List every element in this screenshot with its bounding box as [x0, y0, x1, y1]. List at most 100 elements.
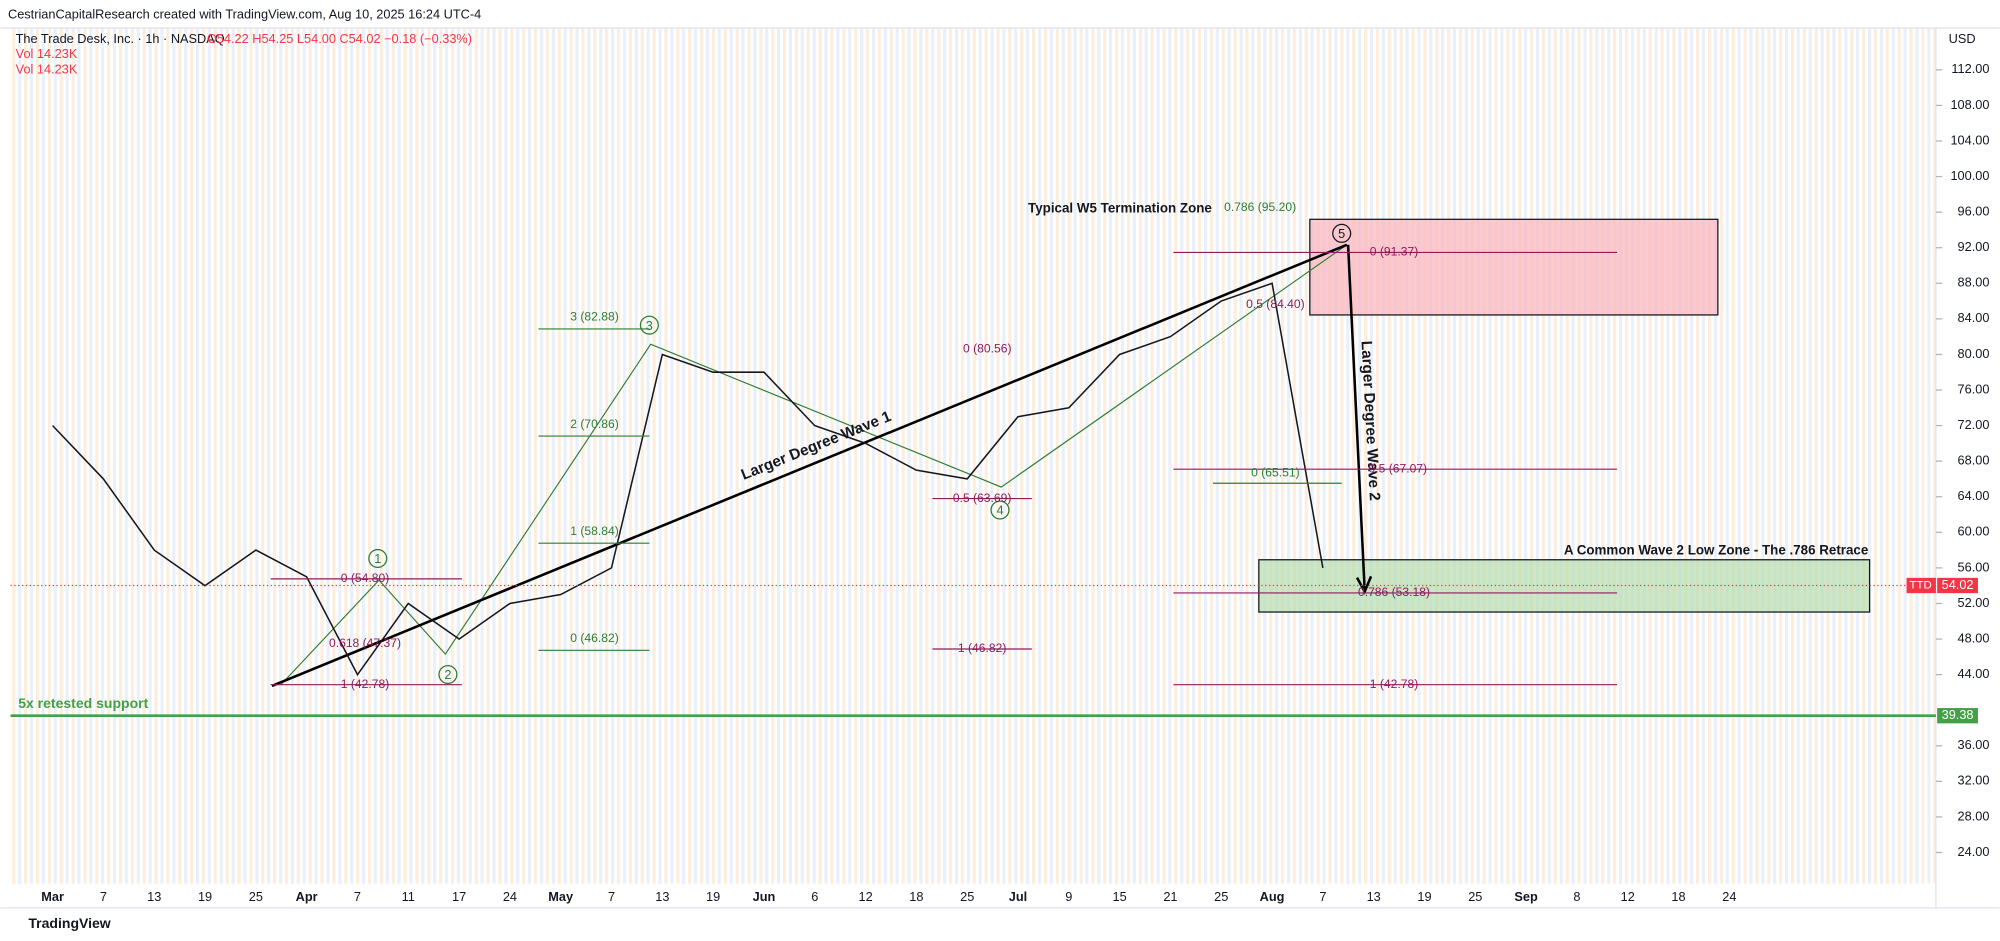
last-price-symbol: TTD	[1909, 580, 1931, 592]
credit: CestrianCapitalResearch created with Tra…	[8, 7, 481, 22]
wave-circle	[990, 500, 1010, 520]
x-tick-label: 19	[198, 889, 212, 904]
fib-label: 0.5 (84.40)	[1246, 297, 1305, 311]
price-line	[52, 282, 1324, 677]
x-tick-label: Jun	[753, 889, 776, 904]
volume: Vol 14.23K	[16, 46, 78, 61]
footer-logo: TradingView	[28, 915, 110, 931]
instrument: The Trade Desk, Inc. · 1h · NASDAQ	[16, 31, 225, 46]
last-price-badge	[1906, 577, 1936, 594]
fib-label: 0 (80.56)	[963, 342, 1011, 356]
wave-circle	[438, 664, 458, 685]
support-value: 39.38	[1942, 707, 1974, 722]
y-tick-label: 88.00	[1958, 275, 1990, 290]
fib-label: 1 (46.82)	[958, 641, 1006, 655]
x-tick-label: 6	[811, 889, 818, 904]
fib-label: 2 (70.86)	[570, 417, 618, 431]
fib-label: 0.786 (53.18)	[1358, 585, 1430, 599]
y-tick-label: 56.00	[1958, 559, 1990, 574]
x-tick-label: 25	[249, 889, 263, 904]
fib-label: 1 (58.84)	[570, 524, 618, 538]
x-tick-label: 15	[1113, 889, 1127, 904]
fib-label: 0 (54.80)	[341, 571, 389, 585]
wave-circle	[368, 548, 388, 569]
y-tick-label: 32.00	[1958, 773, 1990, 788]
wave-circle	[639, 315, 659, 335]
x-tick-label: 24	[503, 889, 517, 904]
x-tick-label: 13	[147, 889, 161, 904]
x-tick-label: May	[548, 889, 574, 904]
x-tick-label: Jul	[1009, 889, 1027, 904]
x-tick-label: 25	[960, 889, 974, 904]
y-tick-label: 24.00	[1958, 844, 1990, 859]
fib-label: 0 (46.82)	[570, 631, 618, 645]
x-tick-label: 25	[1214, 889, 1228, 904]
y-tick-label: 112.00	[1951, 61, 1989, 76]
fib-label: 1 (42.78)	[1370, 677, 1418, 691]
fib-label: 0.5 (67.07)	[1369, 461, 1428, 475]
x-tick-label: Apr	[296, 889, 318, 904]
currency: USD	[1949, 31, 1976, 46]
x-tick-label: 12	[1621, 889, 1635, 904]
fib-label: 1 (42.78)	[341, 677, 389, 691]
x-tick-label: 12	[858, 889, 872, 904]
y-tick-label: 96.00	[1958, 204, 1990, 219]
y-tick-label: 100.00	[1950, 168, 1989, 183]
last-price-badge	[1937, 577, 1978, 594]
x-tick-label: 7	[1319, 889, 1326, 904]
fib-label: 0 (65.51)	[1251, 465, 1299, 479]
x-tick-label: 7	[100, 889, 107, 904]
wave-label: 5	[1338, 226, 1345, 241]
wave-label: 3	[646, 318, 653, 333]
x-tick-label: 18	[909, 889, 923, 904]
y-tick-label: 28.00	[1958, 808, 1990, 823]
y-tick-label: 84.00	[1958, 310, 1990, 325]
volume: Vol 14.23K	[16, 62, 78, 77]
termination-zone	[1309, 218, 1719, 316]
support-label: 5x retested support	[18, 695, 148, 711]
last-price-value: 54.02	[1942, 577, 1974, 592]
wave-label: 4	[996, 503, 1003, 518]
y-tick-label: 92.00	[1958, 239, 1990, 254]
y-tick-label: 60.00	[1958, 524, 1990, 539]
session-background	[10, 28, 1936, 884]
y-tick-label: 68.00	[1958, 453, 1990, 468]
fib-label: 0 (91.37)	[1370, 245, 1418, 259]
y-tick-label: 104.00	[1950, 132, 1989, 147]
y-tick-label: 64.00	[1958, 488, 1990, 503]
wave-label: 1	[374, 551, 381, 566]
y-tick-label: 48.00	[1958, 630, 1990, 645]
fib-label: 0.786 (95.20)	[1224, 200, 1296, 214]
y-tick-label: 80.00	[1958, 346, 1990, 361]
y-tick-label: 44.00	[1958, 666, 1990, 681]
x-tick-label: 7	[608, 889, 615, 904]
y-tick-label: 108.00	[1950, 97, 1989, 112]
y-tick-label: 72.00	[1958, 417, 1990, 432]
fib-label: 3 (82.88)	[570, 310, 618, 324]
x-tick-label: 25	[1468, 889, 1482, 904]
x-tick-label: 7	[354, 889, 361, 904]
fib-label: 0.618 (47.37)	[329, 636, 401, 650]
support-badge	[1937, 708, 1978, 724]
x-tick-label: 13	[1367, 889, 1381, 904]
x-tick-label: 18	[1671, 889, 1685, 904]
wave-count-line	[280, 244, 1348, 686]
wave2-arrow	[1346, 244, 1366, 591]
wave1-line	[271, 243, 1348, 688]
y-tick-label: 76.00	[1958, 381, 1990, 396]
annotation: Typical W5 Termination Zone	[1028, 201, 1212, 216]
x-tick-label: 21	[1163, 889, 1177, 904]
arrow-head	[1355, 575, 1373, 595]
x-tick-label: 8	[1573, 889, 1580, 904]
fib-label: 0.5 (63.69)	[953, 491, 1012, 505]
x-tick-label: 24	[1722, 889, 1736, 904]
x-tick-label: 19	[706, 889, 720, 904]
y-tick-label: 52.00	[1958, 595, 1990, 610]
wave-circle	[1332, 223, 1352, 243]
x-tick-label: Aug	[1260, 889, 1285, 904]
x-tick-label: Mar	[41, 889, 64, 904]
y-tick-label: 36.00	[1958, 737, 1990, 752]
x-tick-label: 13	[655, 889, 669, 904]
x-tick-label: 17	[452, 889, 466, 904]
